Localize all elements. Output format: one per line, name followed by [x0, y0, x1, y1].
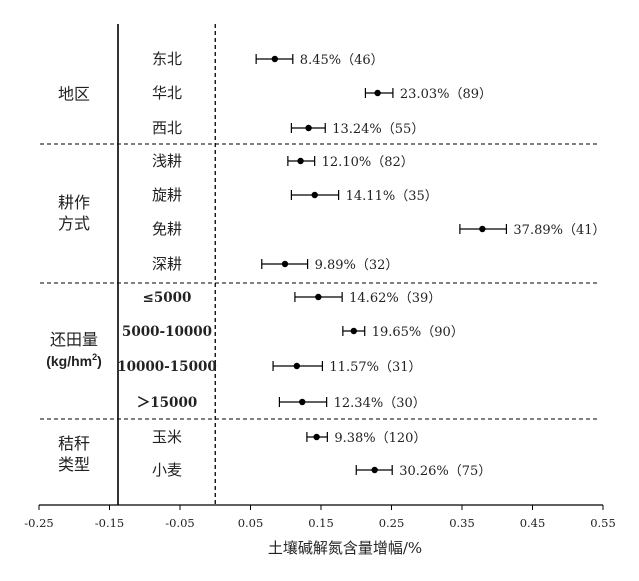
- row-label: 免耕: [152, 220, 182, 238]
- mean-point: [271, 55, 279, 63]
- x-tick-label: 0.35: [449, 516, 475, 530]
- data-label: 23.03%（89）: [400, 87, 492, 102]
- row-label: ＞15000: [137, 395, 197, 411]
- data-label: 37.89%（41）: [513, 223, 605, 238]
- x-tick-label: 0.25: [379, 516, 405, 530]
- mean-point: [315, 293, 322, 301]
- x-axis-label: 土壤碱解氮含量增幅/%: [268, 539, 422, 557]
- mean-point: [313, 433, 320, 441]
- data-label: 13.24%（55）: [332, 122, 424, 137]
- data-label: 9.89%（32）: [315, 258, 399, 273]
- mean-point: [374, 89, 381, 97]
- row-label: ≤5000: [143, 290, 192, 306]
- mean-point: [350, 327, 357, 335]
- mean-point: [297, 157, 304, 165]
- data-label: 12.34%（30）: [334, 396, 426, 411]
- row-label: 西北: [152, 119, 182, 137]
- mean-point: [293, 362, 301, 370]
- data-label: 8.45%（46）: [300, 53, 384, 68]
- axis-layer: -0.25 -0.15 -0.05 0.05 0.15 0.25 0.35 0.45 0.55: [24, 24, 616, 530]
- data-label: 30.26%（75）: [399, 464, 491, 479]
- x-tick-label: 0.45: [520, 516, 546, 530]
- mean-point: [281, 260, 289, 268]
- row-label: 华北: [152, 84, 182, 102]
- mean-point: [299, 398, 306, 406]
- x-tick-label: 0.55: [590, 516, 616, 530]
- data-label: 12.10%（82）: [322, 155, 414, 170]
- x-tick-label: -0.25: [24, 516, 54, 530]
- x-tick-label: -0.05: [165, 516, 195, 530]
- x-tick-label: 0.05: [238, 516, 264, 530]
- group-label: 地区: [58, 85, 90, 104]
- row-label: 旋耕: [152, 186, 182, 204]
- mean-point: [479, 225, 486, 233]
- row-label: 玉米: [152, 428, 182, 446]
- group-label: 还田量(kg/hm2): [46, 330, 102, 369]
- x-tick-label: 0.15: [308, 516, 334, 530]
- x-tick-label: -0.15: [95, 516, 125, 530]
- group-label: 秸秆类型: [58, 434, 90, 474]
- row-label: 5000-10000: [122, 324, 212, 340]
- mark-layer: 8.45%（46） 23.03%（89） 13.24%（55） 12.10%（82） 1…: [255, 53, 606, 479]
- row-label: 东北: [152, 50, 182, 68]
- mean-point: [311, 191, 318, 199]
- data-label: 14.62%（39）: [349, 291, 441, 306]
- data-label: 9.38%（120）: [334, 431, 426, 446]
- data-label: 11.57%（31）: [329, 360, 421, 375]
- row-label: 10000-15000: [117, 359, 217, 375]
- group-label: 耕作方式: [58, 193, 90, 233]
- row-label: 深耕: [152, 255, 182, 273]
- row-label: 浅耕: [152, 152, 182, 170]
- row-label: 小麦: [152, 461, 182, 479]
- mean-point: [371, 466, 378, 474]
- data-label: 19.65%（90）: [372, 325, 464, 340]
- data-label: 14.11%（35）: [346, 189, 438, 204]
- mean-point: [305, 124, 312, 132]
